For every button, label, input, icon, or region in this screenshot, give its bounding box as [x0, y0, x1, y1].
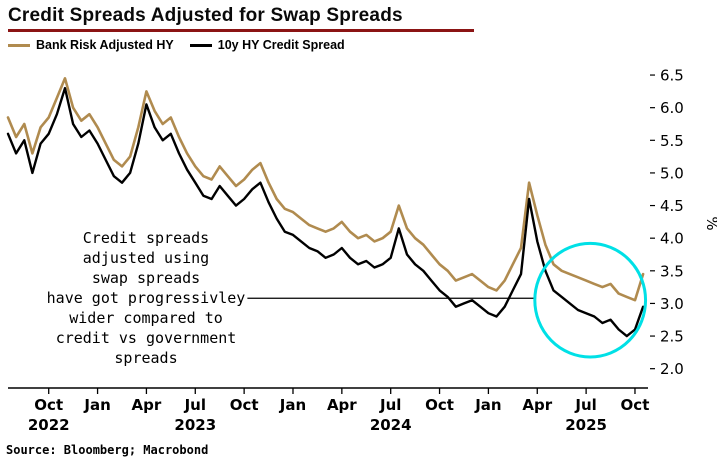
svg-text:Jul: Jul: [574, 396, 596, 414]
annotation-line: spreads: [114, 349, 178, 367]
svg-text:6.5: 6.5: [660, 67, 684, 85]
chart-legend: Bank Risk Adjusted HY 10y HY Credit Spre…: [8, 38, 345, 52]
svg-text:2023: 2023: [174, 416, 216, 434]
svg-text:Jan: Jan: [83, 396, 110, 414]
title-underline: [8, 29, 474, 32]
legend-label: Bank Risk Adjusted HY: [36, 38, 174, 52]
legend-label: 10y HY Credit Spread: [217, 38, 345, 52]
svg-text:2025: 2025: [565, 416, 607, 434]
annotation-line: credit vs government: [55, 329, 237, 347]
annotation-line: adjusted using: [82, 249, 210, 267]
source-credit: Source: Bloomberg; Macrobond: [6, 443, 209, 457]
svg-text:Jan: Jan: [279, 396, 306, 414]
annotation-line: swap spreads: [91, 269, 201, 287]
svg-text:4.5: 4.5: [660, 197, 684, 215]
svg-text:Oct: Oct: [34, 396, 63, 414]
svg-text:2.5: 2.5: [660, 328, 684, 346]
annotation-line: wider compared to: [69, 309, 223, 327]
svg-text:3.5: 3.5: [660, 262, 684, 280]
legend-swatch-tan: [8, 43, 30, 47]
chart-title: Credit Spreads Adjusted for Swap Spreads: [8, 5, 403, 26]
svg-text:2024: 2024: [370, 416, 412, 434]
svg-text:5.0: 5.0: [660, 164, 684, 182]
svg-text:2022: 2022: [28, 416, 70, 434]
svg-text:2.0: 2.0: [660, 360, 684, 378]
svg-text:Apr: Apr: [132, 396, 162, 414]
svg-text:Apr: Apr: [327, 396, 357, 414]
annotation-line: Credit spreads: [82, 229, 210, 247]
legend-item-bank-risk-adjusted-hy: Bank Risk Adjusted HY: [8, 38, 174, 52]
svg-text:4.0: 4.0: [660, 230, 684, 248]
svg-text:%: %: [703, 216, 717, 230]
svg-text:Jan: Jan: [474, 396, 501, 414]
svg-text:Oct: Oct: [621, 396, 650, 414]
svg-text:3.0: 3.0: [660, 295, 684, 313]
svg-text:Apr: Apr: [522, 396, 552, 414]
svg-text:Jul: Jul: [379, 396, 401, 414]
annotation-line: have got progressivley: [46, 289, 246, 307]
svg-text:Oct: Oct: [230, 396, 259, 414]
svg-text:Oct: Oct: [425, 396, 454, 414]
svg-text:5.5: 5.5: [660, 132, 684, 150]
legend-swatch-black: [189, 43, 212, 47]
legend-item-10y-hy-credit-spread: 10y HY Credit Spread: [189, 38, 345, 52]
chart-annotation: Credit spreads adjusted using swap sprea…: [18, 228, 274, 368]
svg-text:Jul: Jul: [184, 396, 206, 414]
svg-text:6.0: 6.0: [660, 99, 684, 117]
